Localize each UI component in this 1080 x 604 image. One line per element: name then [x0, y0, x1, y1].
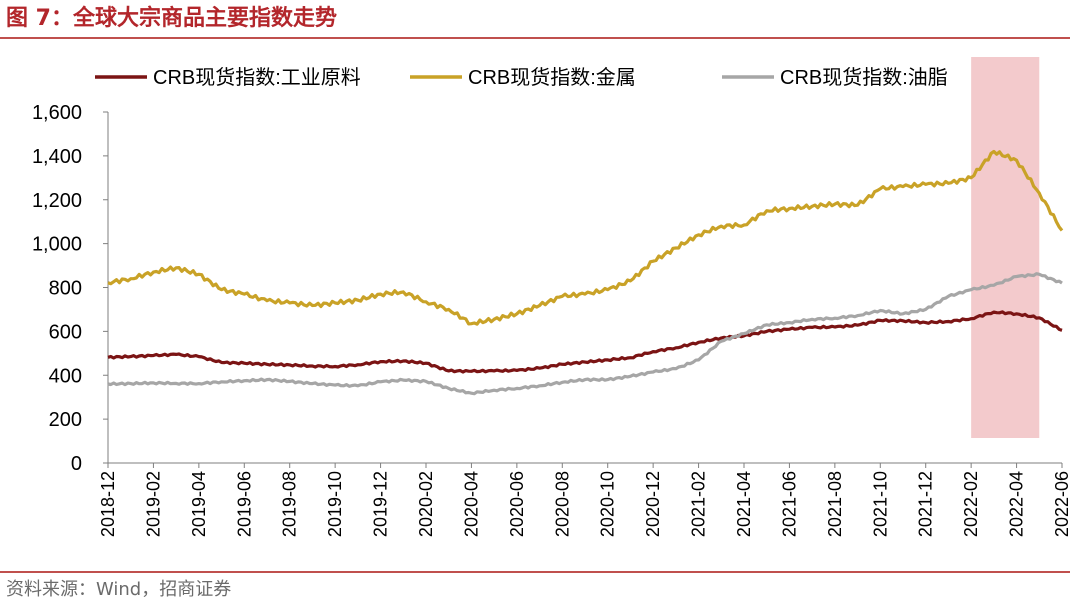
- x-tick-label: 2020-04: [461, 471, 481, 537]
- x-tick-label: 2019-08: [280, 471, 300, 537]
- x-tick-label: 2021-12: [916, 471, 936, 537]
- x-tick-label: 2019-04: [189, 471, 209, 537]
- x-tick-label: 2021-02: [689, 471, 709, 537]
- legend-label-3: CRB现货指数:油脂: [780, 66, 948, 89]
- x-tick-label: 2022-04: [1007, 471, 1027, 537]
- y-tick-label: 600: [49, 321, 82, 343]
- figure-title: 图 7：全球大宗商品主要指数走势: [6, 6, 337, 31]
- series-line-1: [107, 310, 1063, 374]
- x-tick-label: 2021-10: [870, 471, 890, 537]
- x-tick-label: 2020-08: [552, 471, 572, 537]
- y-tick-label: 400: [49, 365, 82, 387]
- x-tick-label: 2022-06: [1052, 471, 1072, 537]
- y-tick-label: 1,400: [32, 146, 82, 168]
- x-tick-label: 2022-02: [961, 471, 981, 537]
- x-tick-label: 2020-10: [598, 471, 618, 537]
- x-tick-label: 2019-12: [371, 471, 391, 537]
- x-tick-label: 2019-10: [325, 471, 345, 537]
- highlight-band: [971, 57, 1040, 438]
- series-line-3: [107, 272, 1063, 396]
- source-divider: [0, 571, 1070, 573]
- x-tick-label: 2020-06: [507, 471, 527, 537]
- x-tick-label: 2020-02: [416, 471, 436, 537]
- x-tick-label: 2021-04: [734, 471, 754, 537]
- y-tick-label: 200: [49, 409, 82, 431]
- x-tick-label: 2020-12: [643, 471, 663, 537]
- series-line-2: [107, 149, 1064, 326]
- y-tick-label: 1,600: [32, 102, 82, 124]
- x-tick-label: 2021-06: [779, 471, 799, 537]
- y-tick-label: 1,200: [32, 190, 82, 212]
- y-tick-label: 800: [49, 278, 82, 300]
- x-tick-label: 2021-08: [825, 471, 845, 537]
- source-note: 资料来源：Wind，招商证券: [6, 579, 232, 600]
- y-tick-label: 1,000: [32, 234, 82, 256]
- x-tick-label: 2019-06: [234, 471, 254, 537]
- legend-label-1: CRB现货指数:工业原料: [153, 66, 361, 89]
- x-tick-label: 2019-02: [143, 471, 163, 537]
- x-tick-label: 2018-12: [98, 471, 118, 537]
- title-divider: [0, 37, 1070, 39]
- y-tick-label: 0: [71, 453, 82, 475]
- legend-label-2: CRB现货指数:金属: [468, 66, 636, 89]
